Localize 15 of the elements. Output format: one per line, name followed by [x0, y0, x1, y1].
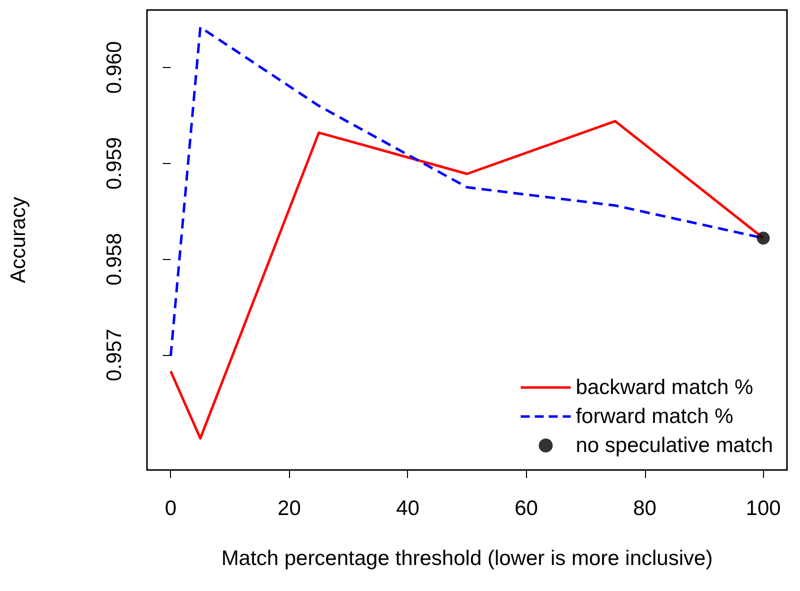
x-tick-label: 20	[278, 497, 301, 520]
y-axis-title: Accuracy	[7, 196, 30, 284]
y-tick-label: 0.960	[103, 41, 126, 94]
x-tick-label: 60	[514, 497, 538, 520]
x-tick-label: 100	[746, 497, 781, 520]
x-axis-title: Match percentage threshold (lower is more inclusive)	[221, 547, 713, 570]
legend-label: no speculative match	[576, 434, 774, 457]
x-tick-label: 0	[164, 497, 177, 520]
legend-label: forward match %	[576, 405, 734, 428]
y-tick-label: 0.957	[103, 328, 126, 382]
y-tick-label: 0.959	[103, 137, 126, 190]
x-tick-label: 80	[633, 497, 656, 520]
x-tick-label: 40	[396, 497, 420, 520]
legend-label: backward match %	[576, 376, 754, 399]
y-tick-label: 0.958	[103, 232, 126, 286]
